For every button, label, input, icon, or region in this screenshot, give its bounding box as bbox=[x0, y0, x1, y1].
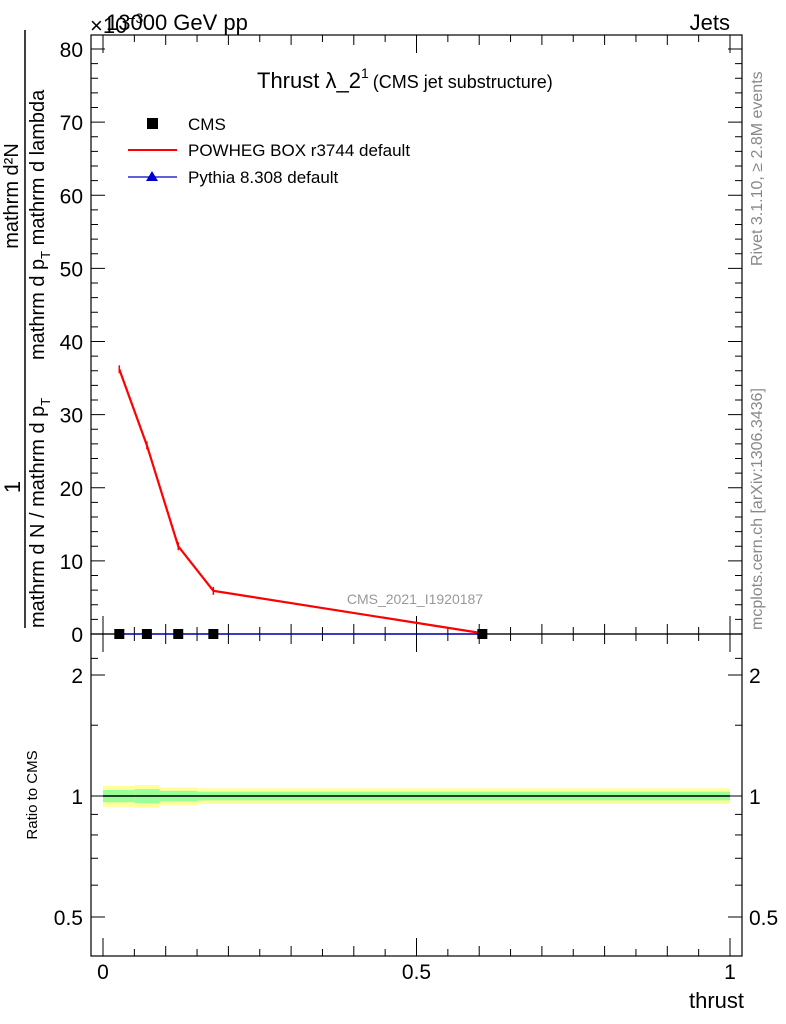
y-axis-label-denominator-main: mathrm d N / mathrm d p bbox=[27, 406, 49, 628]
side-text-rivet: Rivet 3.1.10, ≥ 2.8M events bbox=[749, 71, 766, 266]
y-axis-label-mid-sub: T bbox=[38, 251, 53, 259]
y-tick-label: 70 bbox=[60, 112, 83, 135]
cms-point bbox=[477, 629, 488, 639]
y-exponent-prefix: ×10 bbox=[90, 13, 127, 38]
ratio-tick-label-right: 1 bbox=[749, 786, 761, 809]
y-tick-label: 50 bbox=[60, 258, 83, 281]
x-tick-labels: 0 0.5 1 bbox=[97, 961, 736, 984]
y-tick-label: 30 bbox=[60, 405, 83, 428]
side-text-mcplots: mcplots.cern.ch [arXiv:1306.3436] bbox=[749, 388, 766, 630]
y-axis-label-denominator-sub: T bbox=[38, 398, 53, 406]
cms-point bbox=[141, 629, 152, 639]
y-axis-label-inner: mathrm d pT mathrm d lambda bbox=[27, 89, 53, 360]
legend-label-pythia: Pythia 8.308 default bbox=[188, 168, 339, 187]
legend-label-cms: CMS bbox=[188, 115, 226, 134]
ratio-tick-label: 0.5 bbox=[54, 907, 83, 930]
y-tick-label: 80 bbox=[60, 39, 83, 62]
y-axis-label-denominator: mathrm d N / mathrm d pT bbox=[27, 398, 53, 628]
plot-title: Thrust λ_21 (CMS jet substructure) bbox=[257, 65, 553, 93]
legend-label-powheg: POWHEG BOX r3744 default bbox=[188, 141, 410, 160]
cms-point bbox=[173, 629, 184, 639]
ratio-tick-label: 2 bbox=[71, 665, 83, 688]
y-axis-label-numerator: mathrm d²N bbox=[1, 143, 23, 249]
legend-marker-pythia bbox=[146, 171, 158, 181]
analysis-watermark: CMS_2021_I1920187 bbox=[347, 591, 483, 607]
x-tick-label: 0 bbox=[97, 961, 109, 984]
ratio-tick-label-right: 0.5 bbox=[749, 907, 778, 930]
y-axis-label-tail: mathrm d lambda bbox=[27, 89, 49, 251]
y-exponent-value: −3 bbox=[127, 10, 143, 26]
y-tick-label: 40 bbox=[60, 332, 83, 355]
ratio-tick-label-right: 2 bbox=[749, 665, 761, 688]
y-tick-labels: 0 10 20 30 40 50 60 70 80 bbox=[60, 39, 83, 647]
legend: CMS POWHEG BOX r3744 default Pythia 8.30… bbox=[128, 115, 410, 187]
ratio-axis-label: Ratio to CMS bbox=[24, 750, 41, 839]
plot-title-main: Thrust λ_2 bbox=[257, 68, 361, 93]
y-tick-label: 0 bbox=[71, 624, 83, 647]
header-process: 13000 GeV pp bbox=[106, 10, 248, 35]
y-exponent: ×10−3 bbox=[90, 10, 144, 38]
ratio-tick-labels: 0.5 0.5 1 1 2 2 bbox=[54, 665, 778, 930]
header-jets: Jets bbox=[690, 10, 730, 35]
plot-title-suffix: (CMS jet substructure) bbox=[373, 72, 553, 92]
legend-marker-cms bbox=[147, 118, 158, 129]
y-axis-label: 1 mathrm d²N mathrm d N / mathrm d pT ma… bbox=[0, 30, 53, 628]
plot-title-superscript: 1 bbox=[361, 65, 369, 81]
y-tick-label: 20 bbox=[60, 478, 83, 501]
series-layer bbox=[114, 365, 488, 639]
x-axis-label: thrust bbox=[689, 988, 744, 1013]
ratio-band bbox=[103, 785, 731, 808]
cms-point bbox=[114, 629, 125, 639]
y-tick-label: 60 bbox=[60, 185, 83, 208]
y-tick-label: 10 bbox=[60, 551, 83, 574]
axis-ticks bbox=[91, 35, 742, 956]
x-tick-label: 0.5 bbox=[402, 961, 431, 984]
x-tick-label: 1 bbox=[724, 961, 736, 984]
y-axis-label-prefix: 1 bbox=[0, 481, 25, 493]
y-axis-label-mid: mathrm d p bbox=[27, 259, 49, 360]
cms-point bbox=[208, 629, 219, 639]
ratio-tick-label: 1 bbox=[71, 786, 83, 809]
